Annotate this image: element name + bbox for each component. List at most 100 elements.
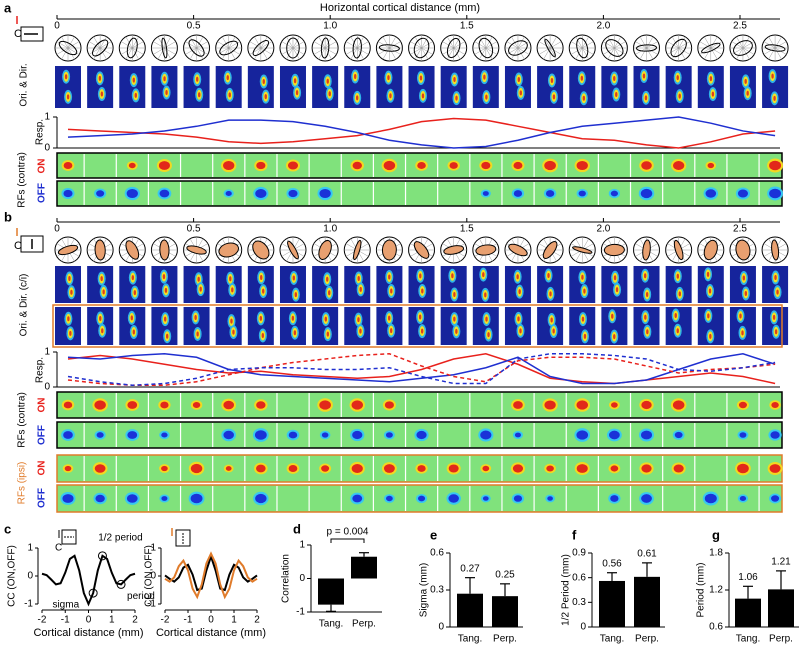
y-tick-label: 0 [580, 622, 586, 633]
heatmap-blob [162, 274, 166, 280]
row-label: ON [37, 398, 48, 413]
rf-blob [449, 162, 458, 169]
y-tick-label: 0.3 [430, 585, 444, 596]
heatmap-blob [355, 95, 359, 101]
rf-blob [610, 465, 619, 472]
panel-label: c [4, 521, 11, 536]
rf-strip [56, 391, 783, 419]
value-label: 1.06 [738, 572, 758, 583]
polar-spoke [474, 41, 498, 55]
heatmap-blob [645, 292, 649, 298]
x-axis-label: Cortical distance (mm) [33, 627, 143, 639]
icon-label: C [55, 543, 62, 554]
heatmap-blob [132, 329, 136, 335]
heatmap-blob [163, 316, 167, 322]
panel-label: d [293, 521, 301, 536]
polar-spoke [442, 41, 466, 55]
row-label: RFs (contra) [17, 152, 28, 208]
heatmap-blob [420, 328, 424, 334]
heatmap-blob [294, 292, 298, 298]
heatmap-blob [615, 287, 619, 293]
y-tick-label: -1 [24, 599, 33, 610]
rf-blob [161, 496, 168, 501]
heatmap-blob [387, 75, 390, 81]
rf-blob [223, 430, 234, 440]
heatmap-blob [99, 316, 102, 322]
heatmap-blob [708, 288, 712, 294]
heatmap-blob [613, 275, 617, 281]
x-tick-label: 0 [54, 224, 60, 235]
annotation-marker [97, 551, 107, 561]
y-axis-label: Correlation [281, 554, 292, 603]
resp-line [67, 117, 776, 149]
heatmap-blob [165, 333, 169, 339]
resp-line [67, 352, 776, 385]
rf-blob [126, 188, 138, 199]
heatmap-blob [232, 329, 235, 335]
x-tick-label: 2 [254, 615, 260, 626]
heatmap-blob [421, 288, 424, 294]
rf-blob [481, 161, 491, 170]
rf-blob [225, 190, 232, 197]
y-tick-label: 0.6 [572, 572, 586, 583]
x-tick-label: -2 [161, 615, 170, 626]
heatmap-blob [613, 75, 616, 81]
x-tick-label: 0 [54, 21, 60, 32]
row-label: RFs (ipsi) [17, 462, 28, 505]
y-tick-label: 0 [150, 571, 156, 582]
rf-blob [513, 401, 523, 409]
heatmap-blob [68, 276, 71, 282]
rf-blob [417, 465, 426, 472]
rf-blob [672, 400, 685, 410]
polar-tuning [670, 38, 687, 58]
rf-blob [128, 162, 136, 169]
value-label: 0.27 [460, 563, 480, 574]
heatmap-blob [196, 76, 199, 82]
rf-blob [482, 496, 489, 501]
panel-label: b [4, 209, 12, 224]
heatmap [279, 66, 306, 108]
rf-blob [513, 161, 523, 170]
heatmap-blob [517, 316, 520, 322]
rf-blob [641, 430, 653, 440]
heatmap-blob [519, 90, 522, 96]
rf-blob [610, 495, 619, 502]
rf-blob [544, 160, 556, 171]
bar [351, 556, 377, 579]
heatmap-blob [228, 92, 231, 98]
polar-tuning [701, 42, 721, 54]
heatmap-blob [739, 313, 742, 319]
polar-tuning [733, 40, 753, 56]
polar-tuning [413, 37, 430, 59]
rf-blob [383, 464, 395, 473]
heatmap-blob [261, 332, 265, 338]
heatmap-blob [455, 95, 458, 101]
rf-blob [161, 465, 168, 472]
y-axis-label: Sigma (mm) [419, 563, 430, 617]
polar-tuning [478, 37, 494, 59]
rf-blob [94, 464, 106, 473]
heatmap-blob [70, 289, 73, 295]
polar-tuning [475, 244, 497, 256]
heatmap-blob [581, 316, 585, 322]
annotation: period [127, 591, 155, 602]
polar-tuning [188, 39, 205, 57]
rf-blob [641, 400, 652, 410]
bar [492, 596, 518, 627]
polar-tuning [413, 241, 430, 259]
rf-blob [482, 191, 489, 196]
significance-bracket [330, 538, 365, 543]
polar-tuning [218, 242, 239, 258]
row-label: Resp. [35, 357, 46, 383]
rf-blob [674, 431, 683, 439]
heatmap-blob [100, 276, 103, 282]
rf-blob [576, 160, 588, 171]
polar-tuning [703, 239, 718, 261]
rf-blob [352, 161, 362, 170]
heatmap [119, 66, 146, 108]
heatmap-blob [580, 75, 584, 81]
rf-blob [62, 494, 74, 503]
y-tick-label: 0.6 [430, 548, 444, 559]
row-label: ON [37, 159, 48, 174]
rf-blob [225, 466, 232, 471]
